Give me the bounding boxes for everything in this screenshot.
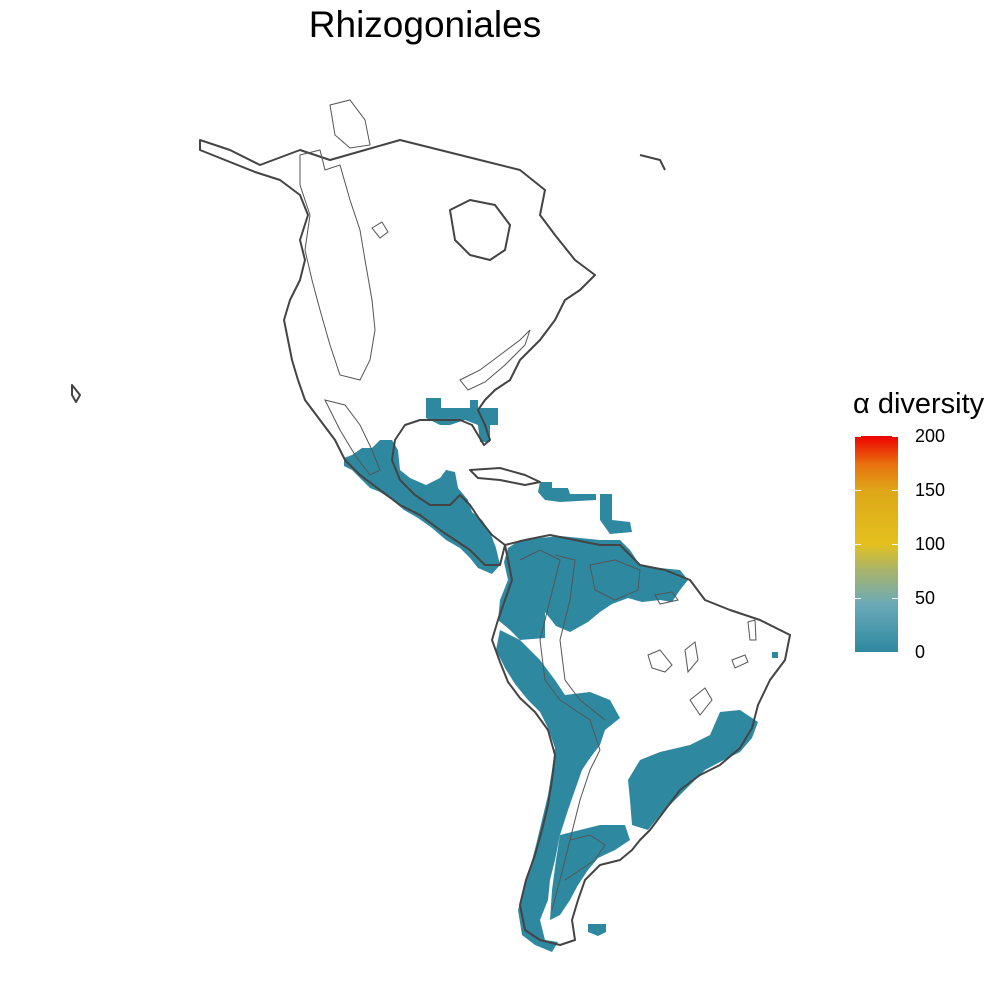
legend-tick-mark — [855, 598, 861, 599]
legend-tick-label: 50 — [915, 588, 936, 608]
ecoregion-brazil-cerrado-4 — [689, 687, 713, 716]
legend-tick-mark — [892, 490, 898, 491]
outline-hawaii — [71, 384, 81, 403]
raster-patch-caribbean — [538, 482, 596, 502]
legend-tick-mark — [892, 652, 898, 653]
ecoregion-sierra-madre — [324, 399, 381, 476]
raster-patch-andes — [496, 630, 620, 952]
ecoregion-brazil-cerrado-3 — [731, 654, 749, 669]
legend-tick-mark — [892, 544, 898, 545]
outline-north-america — [199, 139, 596, 566]
legend-tick-label: 150 — [915, 480, 946, 500]
ecoregion-guiana-highlands — [589, 559, 641, 601]
legend-tick-label: 200 — [915, 426, 946, 446]
legend-tick-label: 100 — [915, 534, 946, 554]
legend-color-bar — [855, 436, 898, 652]
legend-tick-label: 0 — [915, 642, 926, 662]
ecoregion-outline-layer — [299, 99, 757, 911]
ecoregion-appalachians — [459, 329, 531, 391]
legend-tick-mark — [855, 652, 861, 653]
ecoregion-amazon-lowland — [654, 591, 679, 605]
ecoregion-brazil-cerrado-2 — [684, 641, 699, 674]
raster-patch-mexico-central-america — [344, 440, 500, 574]
raster-cell-brazil-east — [772, 652, 778, 658]
ecoregion-rockies — [299, 149, 376, 381]
raster-patch-southern-cone — [550, 825, 630, 920]
land-outline-layer — [71, 139, 791, 946]
outline-hudson-bay — [449, 199, 511, 261]
raster-patch-coastal-guiana — [600, 494, 632, 534]
legend-tick-mark — [855, 436, 861, 437]
legend-tick-mark — [855, 544, 861, 545]
ecoregion-andes-ranges — [519, 549, 601, 911]
ecoregion-brazil-cerrado-1 — [647, 649, 673, 673]
ecoregion-patagonia — [564, 834, 606, 881]
outline-cuba — [469, 467, 541, 486]
legend-tick-mark — [892, 436, 898, 437]
ecoregion-canadian-shield — [329, 99, 371, 149]
outline-greenland-edge — [639, 154, 666, 171]
raster-patch-atlantic-forest — [628, 710, 758, 830]
ecoregion-andes-east — [554, 554, 606, 721]
map-title: Rhizogoniales — [308, 4, 542, 45]
raster-patch-falklands — [588, 924, 606, 936]
legend-title: α diversity — [853, 388, 985, 420]
ecoregion-great-lakes — [371, 221, 389, 239]
raster-patch-northern-south-america — [498, 536, 688, 640]
legend-tick-mark — [892, 598, 898, 599]
diversity-raster — [344, 398, 778, 952]
ecoregion-brazil-cerrado-5 — [747, 619, 757, 641]
legend-tick-mark — [855, 490, 861, 491]
outline-south-america — [491, 534, 791, 946]
